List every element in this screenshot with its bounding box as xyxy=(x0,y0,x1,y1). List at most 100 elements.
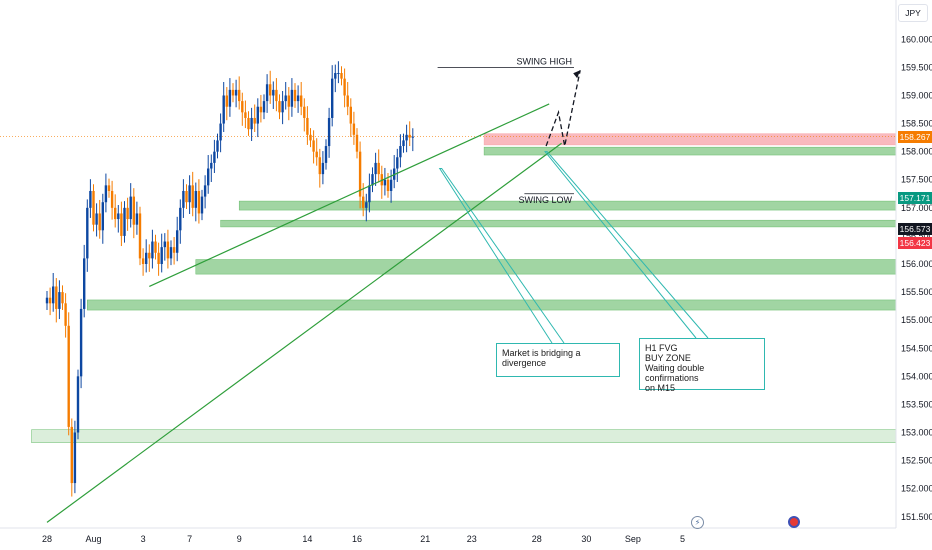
candle-body xyxy=(110,190,114,208)
candle-body xyxy=(281,101,284,113)
x-tick-label: 16 xyxy=(352,534,362,544)
y-tick-label: 152.500 xyxy=(901,456,932,466)
candle-body xyxy=(52,286,55,304)
candle-body xyxy=(244,112,247,118)
candle-body xyxy=(377,162,380,175)
candle-body xyxy=(262,101,266,113)
candle-body xyxy=(278,101,281,113)
candle-body xyxy=(340,73,343,79)
candle-body xyxy=(114,207,117,220)
y-tick-label: 153.500 xyxy=(901,399,932,409)
candle-body xyxy=(352,123,356,135)
projection-path xyxy=(545,70,581,147)
annotation-pointer-0 xyxy=(438,168,565,344)
candle-body xyxy=(309,134,312,141)
candle-body xyxy=(256,106,259,124)
candle-body xyxy=(73,432,77,484)
y-tick-label: 155.000 xyxy=(901,315,932,325)
candle-body xyxy=(129,196,132,220)
annotation-note-1[interactable]: H1 FVG BUY ZONE Waiting double confirmat… xyxy=(639,338,765,393)
candle-body xyxy=(228,89,232,107)
candle-body xyxy=(169,247,173,259)
candle-body xyxy=(315,151,318,158)
candle-body xyxy=(148,252,151,259)
candle-body xyxy=(70,426,73,484)
candle-body xyxy=(238,89,241,102)
annotation-pointer-1 xyxy=(544,151,709,339)
candle-body xyxy=(219,123,222,141)
candle-body xyxy=(45,297,49,304)
candle-body xyxy=(337,73,340,75)
x-tick-label: 14 xyxy=(302,534,312,544)
candle-body xyxy=(371,174,374,186)
candle-body xyxy=(160,247,163,264)
flag-event-icon[interactable] xyxy=(788,516,800,528)
x-tick-label: Sep xyxy=(625,534,641,544)
candle-body xyxy=(284,95,287,102)
candle-body xyxy=(396,157,399,169)
candle-body xyxy=(132,196,135,225)
candle-body xyxy=(346,95,349,107)
candle-body xyxy=(312,140,315,152)
candle-body xyxy=(303,106,306,118)
candle-body xyxy=(197,190,201,214)
x-tick-label: 28 xyxy=(42,534,52,544)
projection-arrowhead xyxy=(573,70,581,79)
y-tick-label: 158.500 xyxy=(901,119,932,129)
candle-body xyxy=(253,117,256,124)
y-tick-label: 159.000 xyxy=(901,90,932,100)
trendline-1 xyxy=(149,103,550,288)
candle-body xyxy=(368,185,371,203)
candle-body xyxy=(104,185,108,203)
candle-body xyxy=(296,95,300,102)
candle-body xyxy=(331,78,334,118)
candle-body xyxy=(55,286,58,309)
price-tag-2: 156.573 xyxy=(898,222,932,235)
candle-body xyxy=(225,95,228,107)
candle-body xyxy=(365,202,368,208)
x-tick-label: 3 xyxy=(141,534,146,544)
candle-body xyxy=(399,146,402,158)
candle-body xyxy=(222,95,225,124)
price-tag-3: 156.423 xyxy=(898,237,932,250)
candle-body xyxy=(259,106,263,113)
y-tick-label: 157.000 xyxy=(901,203,932,213)
candle-body xyxy=(98,213,101,231)
candle-body xyxy=(123,207,126,236)
candle-body xyxy=(318,157,321,175)
candle-body xyxy=(290,89,294,107)
candle-body xyxy=(216,140,219,152)
y-tick-label: 154.000 xyxy=(901,371,932,381)
candle-body xyxy=(269,84,272,96)
candle-body xyxy=(182,190,185,208)
candle-body xyxy=(231,89,235,96)
candle-body xyxy=(405,134,408,141)
candle-body xyxy=(120,213,123,236)
candle-body xyxy=(191,185,194,208)
candle-body xyxy=(293,89,297,102)
candle-body xyxy=(79,308,83,377)
zone-support-3 xyxy=(220,219,897,228)
price-tag-0: 158.267 xyxy=(898,130,932,143)
candle-body xyxy=(107,185,111,191)
y-tick-label: 156.500 xyxy=(901,231,932,241)
candle-body xyxy=(188,185,191,203)
candle-body xyxy=(241,101,244,113)
annotation-note-0[interactable]: Market is bridging a divergence xyxy=(496,343,620,377)
candle-body xyxy=(101,202,104,231)
candle-body xyxy=(64,303,67,326)
zone-resistance-0 xyxy=(483,133,897,146)
swing-low-label: SWING LOW xyxy=(519,195,573,205)
candle-body xyxy=(176,230,179,253)
candle-body xyxy=(374,162,377,175)
x-tick-label: 30 xyxy=(581,534,591,544)
candle-body xyxy=(408,134,411,138)
candle-body xyxy=(166,241,170,259)
candle-body xyxy=(185,190,188,203)
candle-body xyxy=(324,146,328,163)
candle-body xyxy=(383,179,387,186)
lightning-event-icon[interactable]: ⚡ xyxy=(691,516,704,529)
x-tick-label: 23 xyxy=(467,534,477,544)
currency-label[interactable]: JPY xyxy=(898,4,928,22)
